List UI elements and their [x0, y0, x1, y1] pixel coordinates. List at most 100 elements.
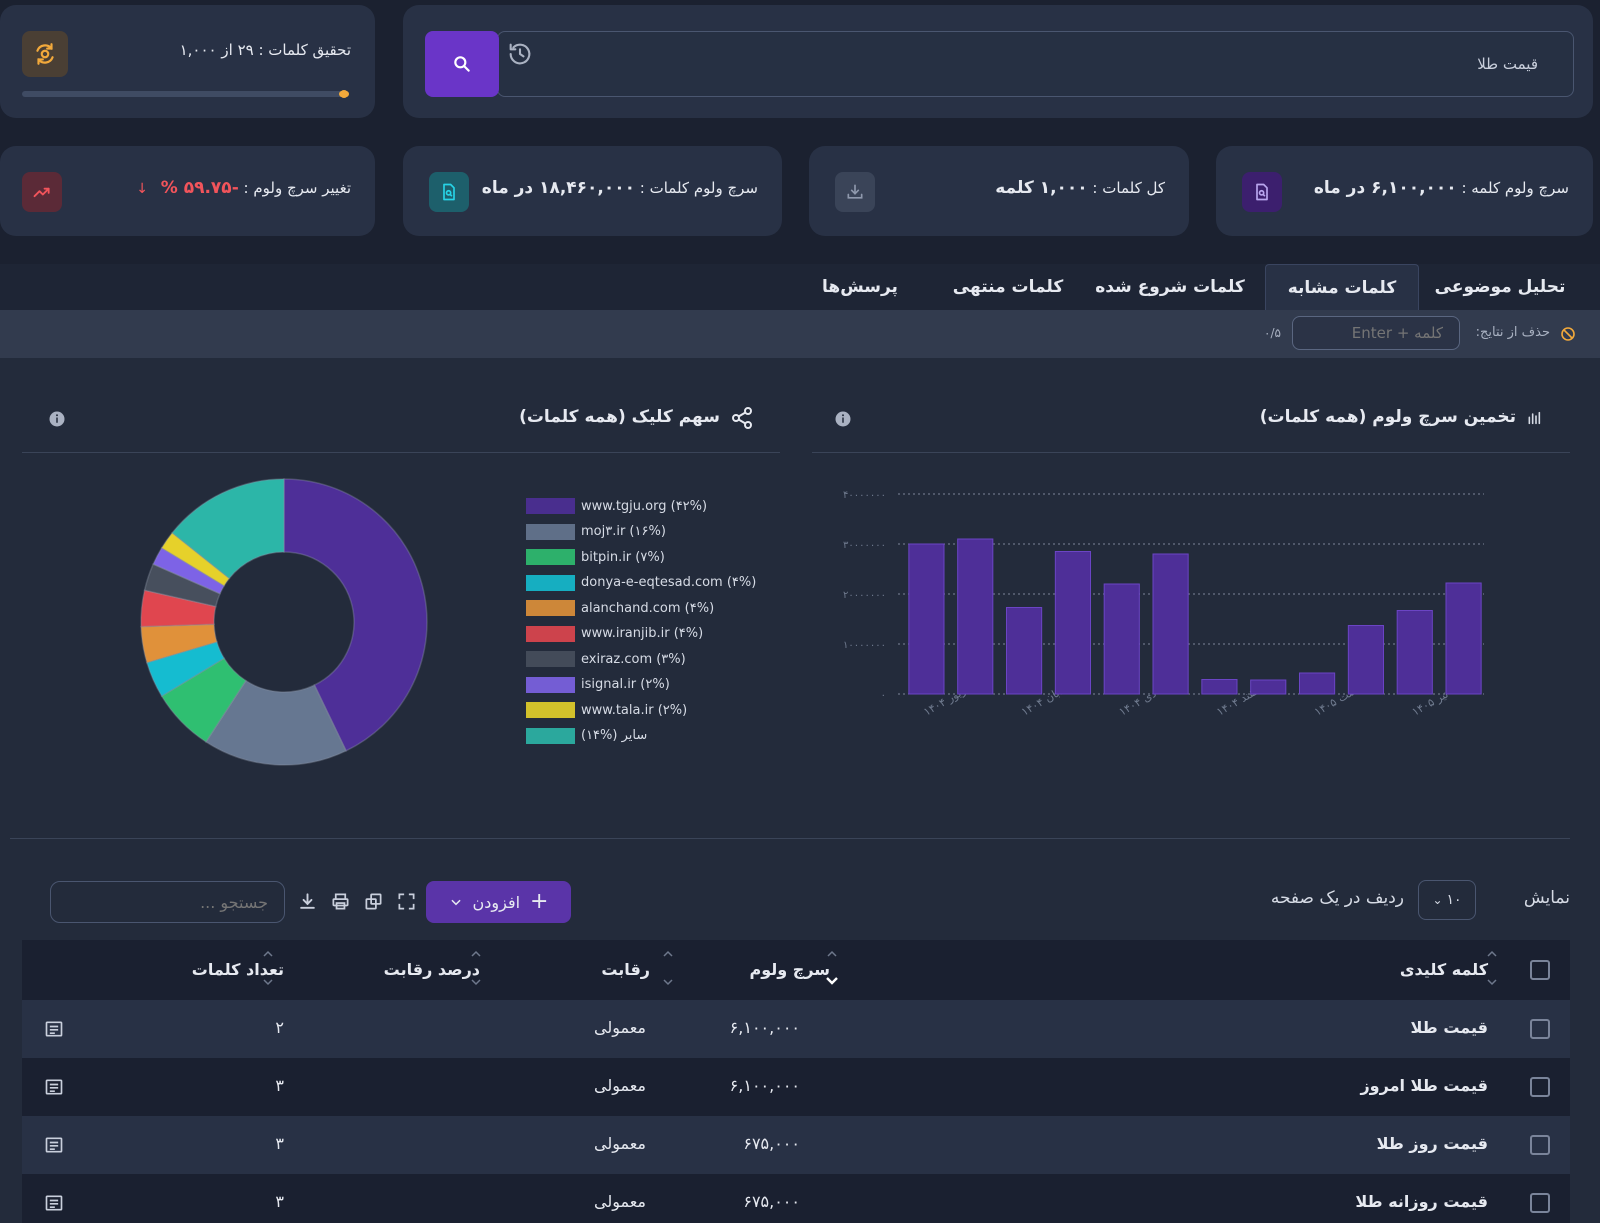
print-icon[interactable] — [331, 892, 350, 911]
volume-bar[interactable] — [1347, 625, 1384, 695]
copy-icon[interactable] — [364, 892, 383, 911]
volume-bar[interactable] — [1054, 551, 1091, 695]
row-checkbox[interactable] — [1530, 1193, 1550, 1213]
legend-swatch — [526, 702, 575, 718]
fullscreen-icon[interactable] — [397, 892, 416, 911]
volume-bar[interactable] — [1103, 583, 1140, 695]
volume-bar[interactable] — [957, 538, 994, 695]
select-all-checkbox[interactable] — [1530, 960, 1550, 980]
info-icon[interactable] — [48, 410, 66, 428]
table-row[interactable]: قیمت طلا ۶,۱۰۰,۰۰۰ معمولی ۲ — [22, 1000, 1570, 1058]
volume-bar[interactable] — [1201, 679, 1238, 695]
search-field[interactable] — [497, 31, 1574, 97]
donut-slice[interactable] — [145, 640, 226, 698]
keyword-cell[interactable]: قیمت روز طلا — [1376, 1134, 1488, 1153]
volume-bar[interactable] — [1250, 679, 1287, 695]
stat-label: سرچ ولوم کلمه : — [1456, 179, 1569, 197]
sort-icon[interactable] — [262, 948, 274, 988]
row-checkbox[interactable] — [1530, 1135, 1550, 1155]
research-quota-card: تحقیق کلمات : ۲۹ از ۱,۰۰۰ — [0, 5, 375, 118]
ban-icon — [1560, 326, 1576, 342]
word-count-cell: ۳ — [275, 1076, 284, 1095]
keyword-cell[interactable]: قیمت روزانه طلا — [1355, 1192, 1488, 1211]
donut-slice[interactable] — [140, 623, 218, 664]
header-competition-percent[interactable]: درصد رقابت — [383, 960, 480, 979]
y-tick-label: ۳۰۰۰۰۰۰۰ — [843, 540, 886, 551]
volume-bar[interactable] — [908, 543, 945, 695]
show-label: نمایش — [1523, 888, 1570, 908]
legend-item[interactable]: www.iranjib.ir (۴%) — [526, 624, 703, 644]
volume-bar[interactable] — [1396, 610, 1433, 695]
legend-swatch — [526, 498, 575, 514]
sort-icon[interactable] — [662, 948, 674, 988]
volume-bar[interactable] — [1299, 672, 1336, 695]
y-tick-label: ۱۰۰۰۰۰۰۰ — [843, 640, 886, 651]
legend-label: www.tala.ir (۲%) — [581, 702, 688, 718]
tab-similar-keywords[interactable]: کلمات مشابه — [1265, 264, 1419, 310]
tab-questions[interactable]: پرسش‌ها — [822, 277, 898, 297]
tab-ending-keywords[interactable]: کلمات منتهی — [952, 277, 1064, 297]
legend-item[interactable]: www.tala.ir (۲%) — [526, 700, 687, 720]
volume-bar[interactable] — [1152, 553, 1189, 695]
volume-bar[interactable] — [1445, 582, 1482, 695]
legend-item[interactable]: bitpin.ir (۷%) — [526, 547, 665, 567]
document-search-icon — [429, 172, 469, 212]
add-button[interactable]: + افزودن — [426, 881, 571, 923]
sort-desc-icon[interactable] — [826, 948, 838, 988]
info-icon[interactable] — [834, 410, 852, 428]
legend-swatch — [526, 676, 575, 693]
legend-label: www.tgju.org (۴۲%) — [581, 498, 708, 514]
keyword-cell[interactable]: قیمت طلا — [1410, 1018, 1488, 1037]
sort-icon[interactable] — [1486, 948, 1498, 988]
download-icon[interactable] — [298, 892, 317, 911]
table-search-input[interactable] — [50, 881, 285, 923]
legend-item[interactable]: سایر (%۱۴) — [526, 726, 647, 746]
total-keywords-card: کل کلمات : ۱,۰۰۰ کلمه — [809, 146, 1189, 236]
tab-topic-analysis[interactable]: تحلیل موضوعی — [1434, 277, 1566, 297]
header-word-count[interactable]: تعداد کلمات — [191, 960, 284, 979]
donut-slice[interactable] — [140, 589, 217, 628]
download-icon[interactable] — [835, 172, 875, 212]
row-checkbox[interactable] — [1530, 1077, 1550, 1097]
table-row[interactable]: قیمت روزانه طلا ۶۷۵,۰۰۰ معمولی ۳ — [22, 1174, 1570, 1223]
quota-label: تحقیق کلمات : ۲۹ از ۱,۰۰۰ — [179, 41, 351, 59]
tab-starting-keywords[interactable]: کلمات شروع شده — [1095, 277, 1245, 297]
header-search-volume[interactable]: سرچ ولوم — [749, 960, 831, 979]
row-checkbox[interactable] — [1530, 1019, 1550, 1039]
legend-swatch — [526, 549, 575, 565]
search-input[interactable] — [558, 32, 1538, 96]
table-row[interactable]: قیمت روز طلا ۶۷۵,۰۰۰ معمولی ۳ — [22, 1116, 1570, 1174]
legend-item[interactable]: www.tgju.org (۴۲%) — [526, 496, 707, 516]
legend-item[interactable]: isignal.ir (۲%) — [526, 675, 670, 695]
search-button[interactable] — [425, 31, 499, 97]
legend-item[interactable]: donya-e-eqtesad.com (۴%) — [526, 573, 756, 593]
legend-swatch — [526, 651, 575, 667]
donut-slice[interactable] — [152, 546, 226, 595]
details-icon[interactable] — [44, 1019, 64, 1039]
competition-cell: معمولی — [593, 1192, 646, 1211]
donut-slice[interactable] — [204, 679, 348, 766]
header-keyword[interactable]: کلمه کلیدی — [1399, 960, 1488, 979]
legend-item[interactable]: exiraz.com (۳%) — [526, 649, 686, 669]
details-icon[interactable] — [44, 1077, 64, 1097]
exclude-keyword-input[interactable] — [1292, 316, 1460, 350]
details-icon[interactable] — [44, 1193, 64, 1213]
legend-item[interactable]: moj۳.ir (۱۶%) — [526, 522, 666, 542]
rows-per-page-select[interactable]: ⌄ ۱۰ — [1418, 880, 1476, 920]
history-icon[interactable] — [506, 40, 534, 68]
legend-item[interactable]: alanchand.com (۴%) — [526, 598, 714, 618]
donut-slice[interactable] — [171, 478, 285, 580]
volume-cell: ۶۷۵,۰۰۰ — [743, 1192, 800, 1211]
keyword-cell[interactable]: قیمت طلا امروز — [1360, 1076, 1488, 1095]
sort-icon[interactable] — [470, 948, 482, 988]
details-icon[interactable] — [44, 1135, 64, 1155]
header-competition[interactable]: رقابت — [601, 960, 650, 979]
search-icon — [452, 54, 472, 74]
rows-per-page-value: ۱۰ — [1446, 892, 1462, 908]
plus-icon: + — [530, 889, 549, 914]
donut-slice[interactable] — [283, 478, 428, 752]
donut-slice[interactable] — [160, 531, 231, 587]
volume-bar[interactable] — [1006, 607, 1043, 695]
volume-chart-title: تخمین سرچ ولوم (همه کلمات) — [1259, 407, 1516, 427]
table-row[interactable]: قیمت طلا امروز ۶,۱۰۰,۰۰۰ معمولی ۳ — [22, 1058, 1570, 1116]
